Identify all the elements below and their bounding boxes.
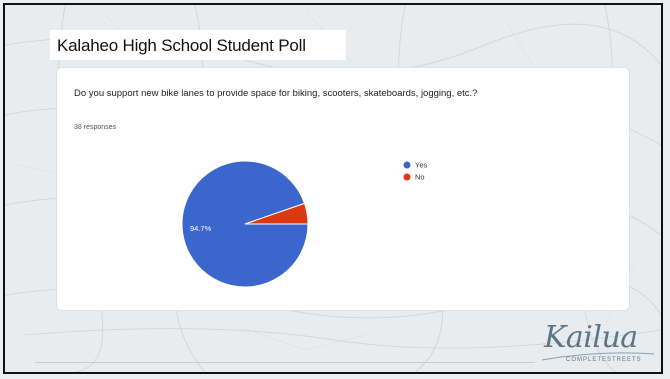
footer-divider [35,362,535,363]
kailua-logo: Kailua COMPLETESTREETS [538,320,658,368]
title-banner: Kalaheo High School Student Poll [50,30,346,60]
pie-label-yes: 94.7% [190,224,212,233]
poll-card: Do you support new bike lanes to provide… [57,68,629,310]
logo-subtitle: COMPLETESTREETS [566,357,642,363]
logo-wordmark: Kailua [544,320,638,355]
pie-chart: 94.7% Yes No [181,161,427,288]
logo-graphic [541,352,655,361]
legend-label-no: No [415,173,425,182]
response-count: 38 responses [74,124,117,131]
legend-marker-yes [403,161,411,169]
poll-question: Do you support new bike lanes to provide… [74,88,478,99]
slide-title: Kalaheo High School Student Poll [57,36,306,55]
legend-label-yes: Yes [415,161,427,170]
legend-marker-no [403,173,411,181]
pie-slice-no [244,202,309,225]
